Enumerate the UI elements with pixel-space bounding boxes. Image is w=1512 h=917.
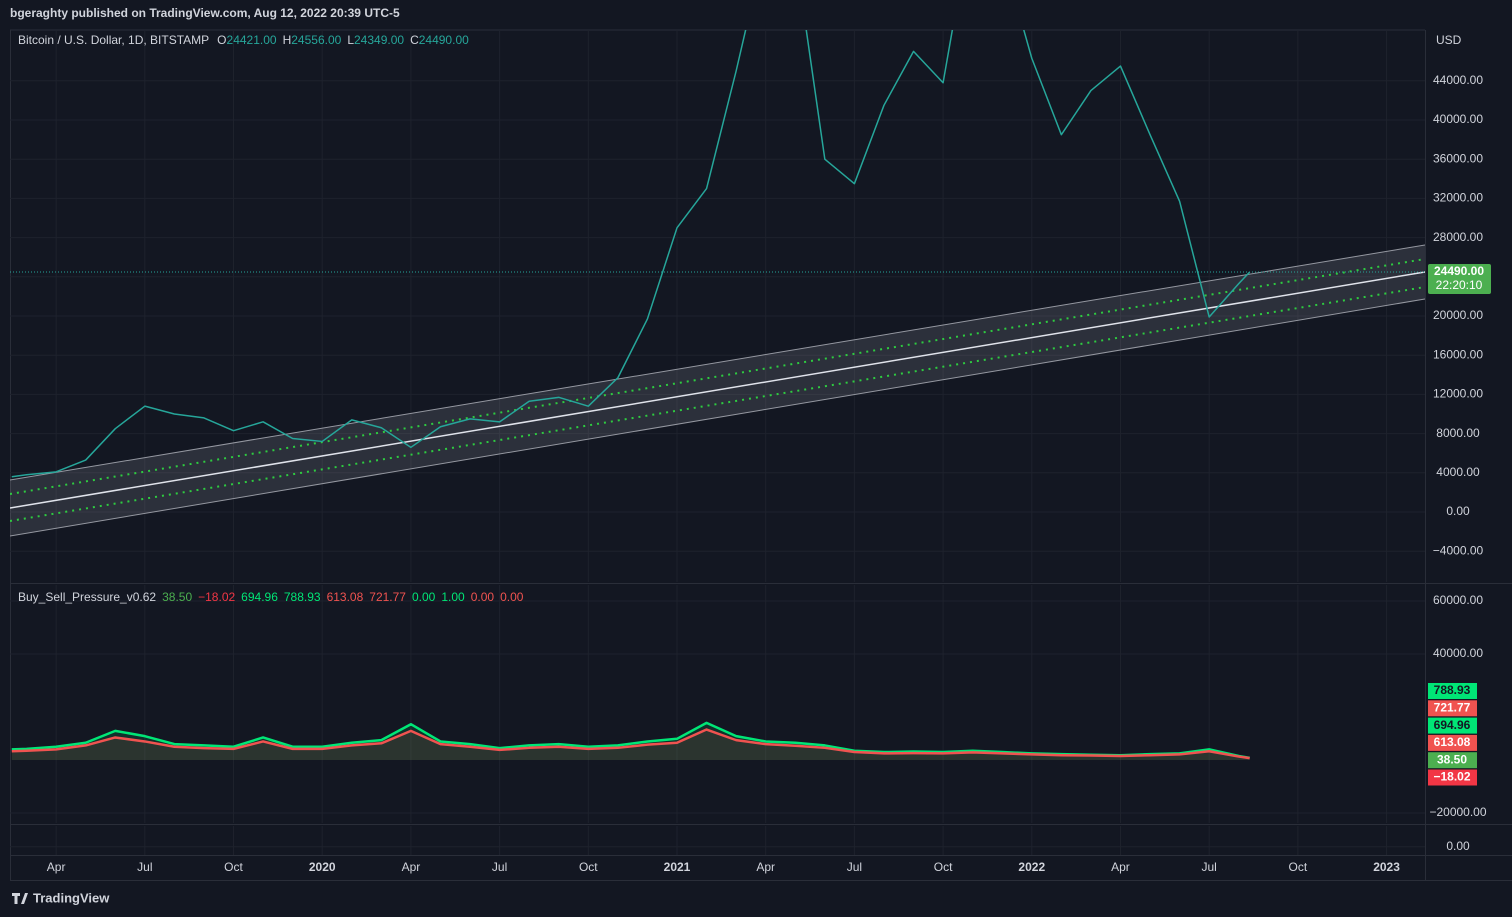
indicator-value: 694.96 — [241, 590, 278, 604]
value-badge — [1428, 769, 1477, 786]
x-tick-label: Jul — [137, 860, 152, 874]
value-badge-label: 721.77 — [1434, 700, 1471, 714]
x-tick-label: Jul — [847, 860, 862, 874]
y-tick-label: 44000.00 — [1433, 73, 1483, 87]
x-tick-label: Jul — [1202, 860, 1217, 874]
y-tick-label: 4000.00 — [1436, 465, 1480, 479]
ohlc-key: O — [217, 33, 226, 47]
channel-lower — [10, 298, 1425, 537]
y-tick-label: 16000.00 — [1433, 347, 1483, 361]
channel-mid — [10, 271, 1425, 509]
indicator-title: Buy_Sell_Pressure_v0.62 — [18, 590, 156, 604]
x-tick-label: Jul — [492, 860, 507, 874]
y-tick-label: 12000.00 — [1433, 387, 1483, 401]
x-tick-label: 2020 — [309, 860, 336, 874]
last-price-badge — [1428, 263, 1491, 294]
value-badge-label: −18.02 — [1433, 770, 1470, 784]
ohlc-key: H — [283, 33, 292, 47]
value-badge — [1428, 752, 1477, 769]
brand: TradingView — [33, 890, 110, 905]
y-tick-label: 36000.00 — [1433, 151, 1483, 165]
x-tick-label: Oct — [579, 860, 598, 874]
x-tick-label: Oct — [1289, 860, 1308, 874]
indicator-value: 38.50 — [162, 590, 192, 604]
pressure-line — [11, 728, 1250, 760]
value-badge — [1428, 734, 1477, 751]
y-tick-label: −4000.00 — [1433, 543, 1484, 557]
indicator-value: 0.00 — [471, 590, 495, 604]
y-tick-label: 32000.00 — [1433, 191, 1483, 205]
symbol-title: Bitcoin / U.S. Dollar, 1D, BITSTAMP — [18, 33, 209, 47]
x-tick-label: 2021 — [664, 860, 691, 874]
x-tick-label: Apr — [1111, 860, 1130, 874]
indicator-value: −18.02 — [198, 590, 235, 604]
ohlc-value: 24490.00 — [419, 33, 469, 47]
x-tick-label: Apr — [756, 860, 775, 874]
price-legend: Bitcoin / U.S. Dollar, 1D, BITSTAMP O2442… — [18, 33, 469, 47]
x-tick-label: Oct — [224, 860, 243, 874]
publish-header: bgeraghty published on TradingView.com, … — [10, 6, 400, 20]
x-tick-label: 2022 — [1018, 860, 1045, 874]
y-tick-label: 40000.00 — [1433, 112, 1483, 126]
y-tick-label: 8000.00 — [1436, 426, 1480, 440]
pressure-area — [11, 729, 1250, 760]
y-tick-label: 40000.00 — [1433, 646, 1483, 660]
value-badge-label: 694.96 — [1434, 718, 1471, 732]
pressure-area — [11, 722, 1250, 760]
indicator-value: 788.93 — [284, 590, 321, 604]
indicator-value: 1.00 — [441, 590, 465, 604]
channel-upper — [10, 244, 1425, 481]
channel-inner — [10, 258, 1425, 495]
value-badge-label: 613.08 — [1434, 735, 1471, 749]
ohlc-key: L — [347, 33, 354, 47]
value-badge-label: 38.50 — [1437, 752, 1467, 766]
price-pane — [10, 30, 1425, 537]
y-tick-label: 0.00 — [1446, 504, 1470, 518]
last-price-label: 24490.00 — [1434, 264, 1484, 278]
indicator-value: 613.08 — [327, 590, 364, 604]
value-badge — [1428, 717, 1477, 734]
indicator-value: 0.00 — [412, 590, 436, 604]
price-line — [11, 30, 1251, 478]
ohlc-value: 24556.00 — [291, 33, 341, 47]
y-tick-label: 60000.00 — [1433, 593, 1483, 607]
logo-icon — [12, 893, 28, 904]
y-tick-label: 28000.00 — [1433, 230, 1483, 244]
value-badge-label: 788.93 — [1434, 683, 1471, 697]
value-badge — [1428, 683, 1477, 699]
indicator-pane — [11, 721, 1250, 760]
indicator-legend: Buy_Sell_Pressure_v0.62 38.50 −18.02 694.96… — [18, 590, 524, 604]
value-badge — [1428, 700, 1477, 717]
ohlc-value: 24349.00 — [354, 33, 404, 47]
y-tick-label: 20000.00 — [1433, 308, 1483, 322]
y-tick-label: 0.00 — [1446, 839, 1470, 853]
x-tick-label: Apr — [47, 860, 66, 874]
x-tick-label: Apr — [402, 860, 421, 874]
x-tick-label: 2023 — [1373, 860, 1400, 874]
indicator-value: 721.77 — [369, 590, 406, 604]
countdown: 22:20:10 — [1436, 278, 1483, 292]
tradingview-logo: TradingView — [12, 890, 110, 905]
channel-inner — [10, 286, 1425, 522]
ohlc-value: 24421.00 — [227, 33, 277, 47]
x-tick-label: Oct — [934, 860, 953, 874]
indicator-value: 0.00 — [500, 590, 524, 604]
axis-unit: USD — [1436, 33, 1462, 47]
y-tick-label: −20000.00 — [1429, 805, 1486, 819]
ohlc-key: C — [410, 33, 419, 47]
